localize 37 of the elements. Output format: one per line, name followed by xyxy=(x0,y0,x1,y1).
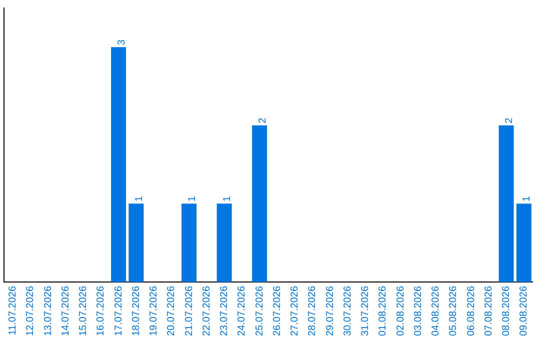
x-tick-label: 01.08.2026 xyxy=(378,286,389,336)
x-tick-label: 18.07.2026 xyxy=(130,286,142,336)
x-tick-label: 14.07.2026 xyxy=(60,286,72,336)
x-tick-label: 07.08.2026 xyxy=(483,286,494,336)
x-tick-label: 09.08.2026 xyxy=(518,286,530,336)
x-tick-label: 19.07.2026 xyxy=(148,286,160,336)
x-tick-label: 20.07.2026 xyxy=(166,286,178,336)
x-tick-label: 13.07.2026 xyxy=(42,286,54,336)
x-tick-label: 25.07.2026 xyxy=(254,286,266,336)
x-tick-label: 05.08.2026 xyxy=(448,286,460,336)
data-label: 1 xyxy=(522,196,533,202)
x-tick-label: 15.07.2026 xyxy=(78,286,90,336)
x-tick-label: 22.07.2026 xyxy=(201,286,212,336)
x-tick-label: 29.07.2026 xyxy=(324,286,336,336)
data-label: 2 xyxy=(257,117,268,124)
data-label: 1 xyxy=(186,196,198,202)
x-tick-label: 08.08.2026 xyxy=(501,286,512,336)
x-tick-label: 27.07.2026 xyxy=(290,286,301,336)
x-tick-label: 24.07.2026 xyxy=(236,286,248,336)
x-tick-label: 31.07.2026 xyxy=(360,286,372,336)
x-tick-label: 26.07.2026 xyxy=(272,286,283,336)
x-tick-label: 30.07.2026 xyxy=(342,286,354,336)
x-tick-label: 04.08.2026 xyxy=(430,286,442,336)
x-tick-label: 06.08.2026 xyxy=(466,286,477,336)
x-tick-label: 28.07.2026 xyxy=(307,286,318,336)
x-tick-label: 23.07.2026 xyxy=(219,286,230,336)
x-tick-label: 11.07.2026 xyxy=(8,286,19,336)
x-tick-label: 17.07.2026 xyxy=(113,286,124,336)
x-tick-label: 12.07.2026 xyxy=(25,286,36,336)
data-label: 1 xyxy=(222,196,234,202)
data-label: 2 xyxy=(504,117,516,124)
x-tick-label: 02.08.2026 xyxy=(395,286,406,336)
data-label: 1 xyxy=(134,196,145,202)
x-tick-label: 16.07.2026 xyxy=(96,286,107,336)
x-tick-label: 21.07.2026 xyxy=(184,286,195,336)
data-label: 3 xyxy=(116,39,128,46)
x-tick-label: 03.08.2026 xyxy=(412,286,424,336)
